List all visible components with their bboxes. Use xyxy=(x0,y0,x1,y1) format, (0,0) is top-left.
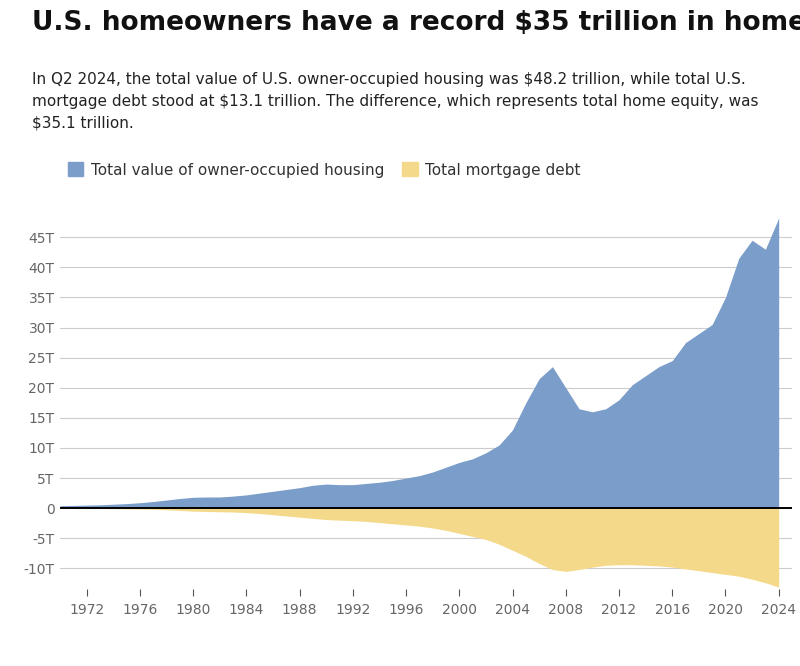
Text: In Q2 2024, the total value of U.S. owner-occupied housing was $48.2 trillion, w: In Q2 2024, the total value of U.S. owne… xyxy=(32,72,758,130)
Text: U.S. homeowners have a record $35 trillion in home equity: U.S. homeowners have a record $35 trilli… xyxy=(32,10,800,36)
Legend: Total value of owner-occupied housing, Total mortgage debt: Total value of owner-occupied housing, T… xyxy=(68,163,581,178)
